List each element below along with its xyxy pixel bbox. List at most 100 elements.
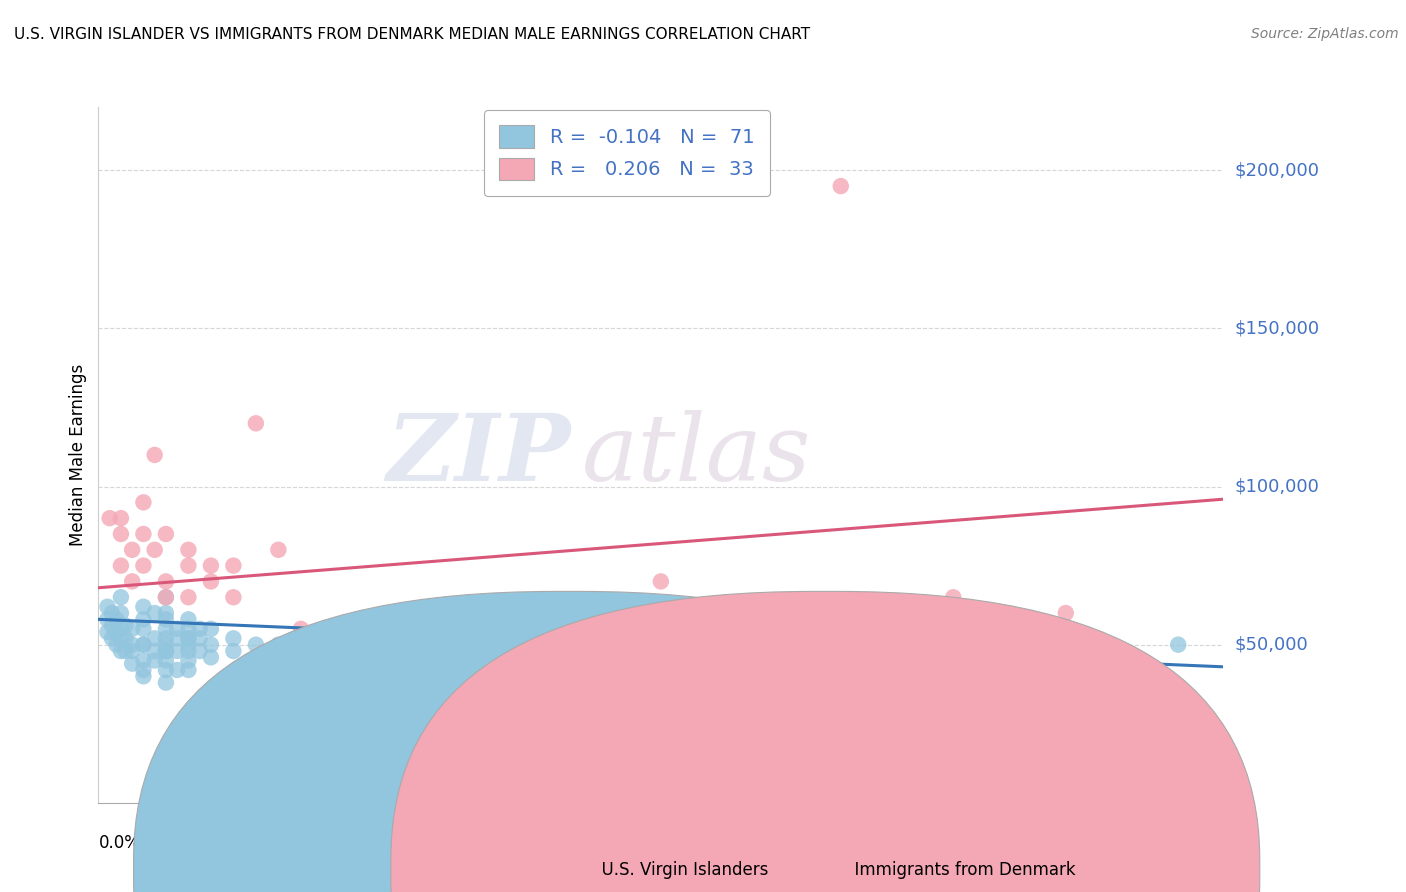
Point xyxy=(155,632,177,646)
Point xyxy=(177,542,200,557)
Point xyxy=(155,638,177,652)
Point xyxy=(110,632,132,646)
Point xyxy=(143,653,166,667)
Point xyxy=(222,632,245,646)
Point xyxy=(96,612,118,626)
Point xyxy=(650,574,672,589)
Y-axis label: Median Male Earnings: Median Male Earnings xyxy=(69,364,87,546)
Point xyxy=(132,663,155,677)
Point xyxy=(177,663,200,677)
Text: $200,000: $200,000 xyxy=(1234,161,1319,179)
Text: U.S. Virgin Islanders: U.S. Virgin Islanders xyxy=(591,861,768,879)
Point xyxy=(155,644,177,658)
Point xyxy=(121,574,143,589)
Point xyxy=(155,591,177,605)
Point xyxy=(143,448,166,462)
Text: $100,000: $100,000 xyxy=(1234,477,1319,496)
Point xyxy=(222,591,245,605)
Point xyxy=(101,606,124,620)
Point xyxy=(537,638,560,652)
Point xyxy=(425,653,447,667)
Point xyxy=(155,653,177,667)
Point xyxy=(425,622,447,636)
Point xyxy=(110,644,132,658)
Point xyxy=(177,644,200,658)
Point xyxy=(942,591,965,605)
Point xyxy=(110,591,132,605)
Point xyxy=(166,644,188,658)
Text: 5.0%: 5.0% xyxy=(1181,834,1223,852)
Point xyxy=(650,653,672,667)
Point xyxy=(200,650,222,665)
Point xyxy=(121,542,143,557)
Point xyxy=(245,653,267,667)
Point xyxy=(222,644,245,658)
Point xyxy=(155,675,177,690)
Point xyxy=(132,612,155,626)
Point xyxy=(155,606,177,620)
Point xyxy=(105,625,128,640)
Text: Source: ZipAtlas.com: Source: ZipAtlas.com xyxy=(1251,27,1399,41)
Point xyxy=(537,701,560,715)
Point xyxy=(177,558,200,573)
Point xyxy=(101,618,124,632)
Point xyxy=(110,527,132,541)
Point xyxy=(155,612,177,626)
Legend: R =  -0.104   N =  71, R =   0.206   N =  33: R = -0.104 N = 71, R = 0.206 N = 33 xyxy=(484,110,770,195)
Point xyxy=(222,558,245,573)
Point xyxy=(987,622,1010,636)
Point xyxy=(177,632,200,646)
Point xyxy=(188,644,211,658)
Point xyxy=(357,653,380,667)
Point xyxy=(200,638,222,652)
Point xyxy=(121,622,143,636)
Point xyxy=(155,644,177,658)
Point xyxy=(143,606,166,620)
Point xyxy=(132,669,155,683)
Point xyxy=(110,622,132,636)
Point xyxy=(245,638,267,652)
Text: $50,000: $50,000 xyxy=(1234,636,1308,654)
Point xyxy=(114,632,136,646)
Point xyxy=(155,591,177,605)
Point xyxy=(110,558,132,573)
Point xyxy=(177,591,200,605)
Point xyxy=(155,527,177,541)
Point xyxy=(245,417,267,431)
Point xyxy=(155,622,177,636)
Point xyxy=(110,606,132,620)
Point xyxy=(312,632,335,646)
Point xyxy=(177,653,200,667)
Point xyxy=(1167,638,1189,652)
Point xyxy=(132,495,155,509)
Point xyxy=(312,644,335,658)
Point xyxy=(114,644,136,658)
Point xyxy=(132,638,155,652)
Point xyxy=(114,618,136,632)
Point xyxy=(166,632,188,646)
Point xyxy=(96,625,118,640)
Point xyxy=(121,644,143,658)
Point xyxy=(132,638,155,652)
Point xyxy=(166,622,188,636)
Point xyxy=(143,644,166,658)
Point xyxy=(143,632,166,646)
Text: Immigrants from Denmark: Immigrants from Denmark xyxy=(844,861,1076,879)
Point xyxy=(267,644,290,658)
Point xyxy=(177,622,200,636)
Point xyxy=(155,574,177,589)
Point xyxy=(110,511,132,525)
Text: U.S. VIRGIN ISLANDER VS IMMIGRANTS FROM DENMARK MEDIAN MALE EARNINGS CORRELATION: U.S. VIRGIN ISLANDER VS IMMIGRANTS FROM … xyxy=(14,27,810,42)
Point xyxy=(155,663,177,677)
Point xyxy=(143,542,166,557)
Point xyxy=(425,653,447,667)
Point xyxy=(132,599,155,614)
Point xyxy=(98,511,121,525)
Point xyxy=(132,558,155,573)
Point xyxy=(200,558,222,573)
Point xyxy=(830,179,852,194)
Point xyxy=(105,612,128,626)
Point xyxy=(425,663,447,677)
Text: 0.0%: 0.0% xyxy=(98,834,141,852)
Point xyxy=(425,638,447,652)
